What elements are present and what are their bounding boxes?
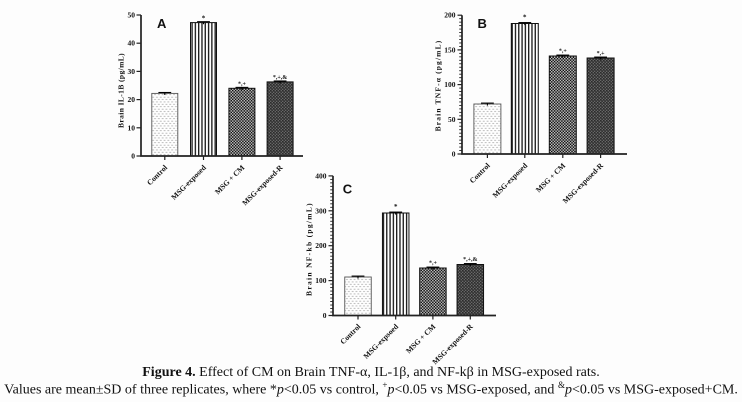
svg-text:10: 10 [128,123,136,132]
svg-text:400: 400 [315,171,327,180]
svg-text:0: 0 [452,150,456,159]
svg-text:20: 20 [128,95,136,104]
svg-text:50: 50 [448,115,456,124]
svg-text:MSG-exposed: MSG-exposed [169,163,208,202]
svg-text:30: 30 [128,67,136,76]
svg-text:0: 0 [323,311,327,320]
svg-text:*: * [523,14,527,22]
svg-text:*,+: *,+ [238,82,247,88]
svg-text:*,+: *,+ [597,51,606,57]
svg-text:Brain IL-1B (pg/mL): Brain IL-1B (pg/mL) [117,53,126,128]
svg-text:*: * [394,203,398,211]
svg-text:*,+,&: *,+,& [273,75,287,81]
svg-text:*,+: *,+ [429,261,438,267]
svg-text:MSG + CM: MSG + CM [404,322,437,355]
svg-text:40: 40 [128,39,136,48]
svg-text:50: 50 [128,11,136,20]
svg-text:*,+: *,+ [559,49,568,55]
svg-text:200: 200 [444,11,456,20]
svg-text:100: 100 [444,80,456,89]
svg-text:MSG-exposed-R: MSG-exposed-R [561,161,606,206]
svg-text:Control: Control [468,161,492,185]
svg-text:MSG-exposed-R: MSG-exposed-R [240,163,285,208]
svg-text:B: B [478,16,487,31]
svg-text:200: 200 [315,241,327,250]
svg-text:300: 300 [315,206,327,215]
svg-text:100: 100 [315,276,327,285]
svg-text:150: 150 [444,45,456,54]
svg-text:A: A [157,16,167,31]
svg-text:0: 0 [131,152,135,161]
svg-text:MSG + CM: MSG + CM [213,163,246,196]
svg-text:Brain NF-kb (pg/mL): Brain NF-kb (pg/mL) [305,202,314,296]
svg-text:Brain TNF-α (pg/mL): Brain TNF-α (pg/mL) [434,40,443,132]
svg-text:*: * [202,15,206,23]
svg-text:MSG-expsoed: MSG-expsoed [362,322,401,361]
svg-text:*,+,&: *,+,& [463,257,477,263]
svg-text:Control: Control [145,163,169,187]
svg-text:Control: Control [338,322,362,346]
svg-text:MSG + CM: MSG + CM [534,161,567,194]
svg-text:C: C [343,181,353,196]
svg-text:MSG-exposed: MSG-exposed [491,161,530,200]
